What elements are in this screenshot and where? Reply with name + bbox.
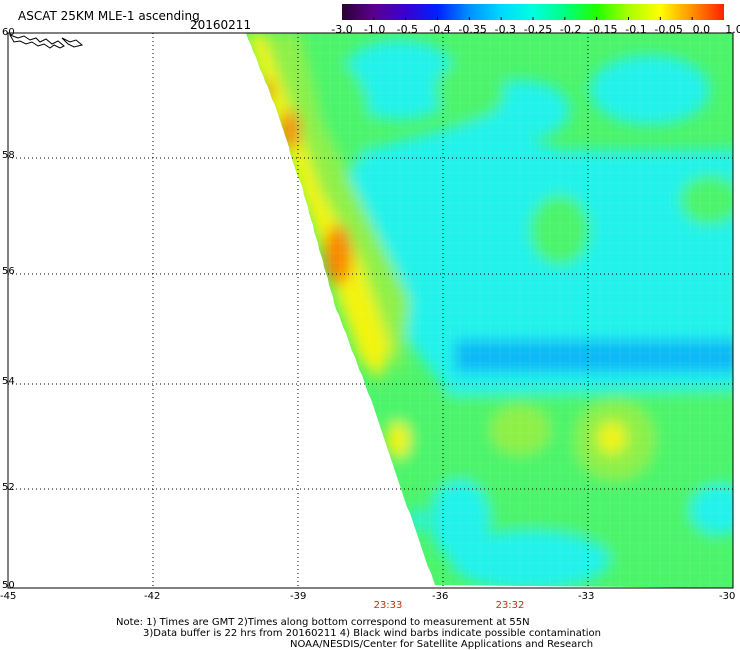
graticule <box>8 33 733 588</box>
cyan-region <box>430 480 490 560</box>
green-patch <box>435 60 505 120</box>
lat-label: 52 <box>2 482 15 493</box>
lon-label: -30 <box>719 591 736 602</box>
swath <box>246 33 733 588</box>
green-patch <box>680 175 733 225</box>
green-region <box>605 520 715 570</box>
notes: Note: 1) Times are GMT 2)Times along bot… <box>116 617 601 650</box>
lon-label: -36 <box>432 591 449 602</box>
blue-band <box>455 340 733 372</box>
lat-label: 56 <box>2 266 15 277</box>
cyan-region <box>450 530 610 588</box>
colorbar <box>342 4 724 20</box>
lat-label: 60 <box>2 27 15 38</box>
note-line-3: NOAA/NESDIS/Center for Satellite Applica… <box>290 639 594 650</box>
yellow-patch <box>386 422 410 458</box>
yellow-patch <box>598 422 626 454</box>
colorbar-gradient <box>342 4 724 20</box>
time-label: 23:33 <box>373 600 403 611</box>
cyan-region <box>690 485 733 535</box>
green-patch <box>530 195 590 265</box>
cyan-edge <box>410 508 426 532</box>
chart-date: 20160211 <box>190 18 252 32</box>
lon-label: -45 <box>0 591 17 602</box>
lon-label: -42 <box>144 591 161 602</box>
lat-label: 50 <box>2 580 15 591</box>
map-frame <box>7 32 734 589</box>
note-line-2: 3)Data buffer is 22 hrs from 20160211 4)… <box>143 628 601 639</box>
cyan-region <box>330 120 733 395</box>
light-green-edge <box>262 33 410 380</box>
coastline <box>8 34 84 49</box>
chart-title: ASCAT 25KM MLE-1 ascending <box>18 9 200 23</box>
lat-label: 58 <box>2 150 15 161</box>
lon-label: -39 <box>290 591 307 602</box>
cyan-region <box>590 55 710 125</box>
cyan-region <box>340 40 460 120</box>
note-line-1: Note: 1) Times are GMT 2)Times along bot… <box>116 617 530 628</box>
lat-label: 54 <box>2 376 15 387</box>
time-label: 23:32 <box>495 600 525 611</box>
orange-patch <box>324 225 352 285</box>
light-green-region <box>490 405 550 455</box>
lon-label: -33 <box>578 591 595 602</box>
